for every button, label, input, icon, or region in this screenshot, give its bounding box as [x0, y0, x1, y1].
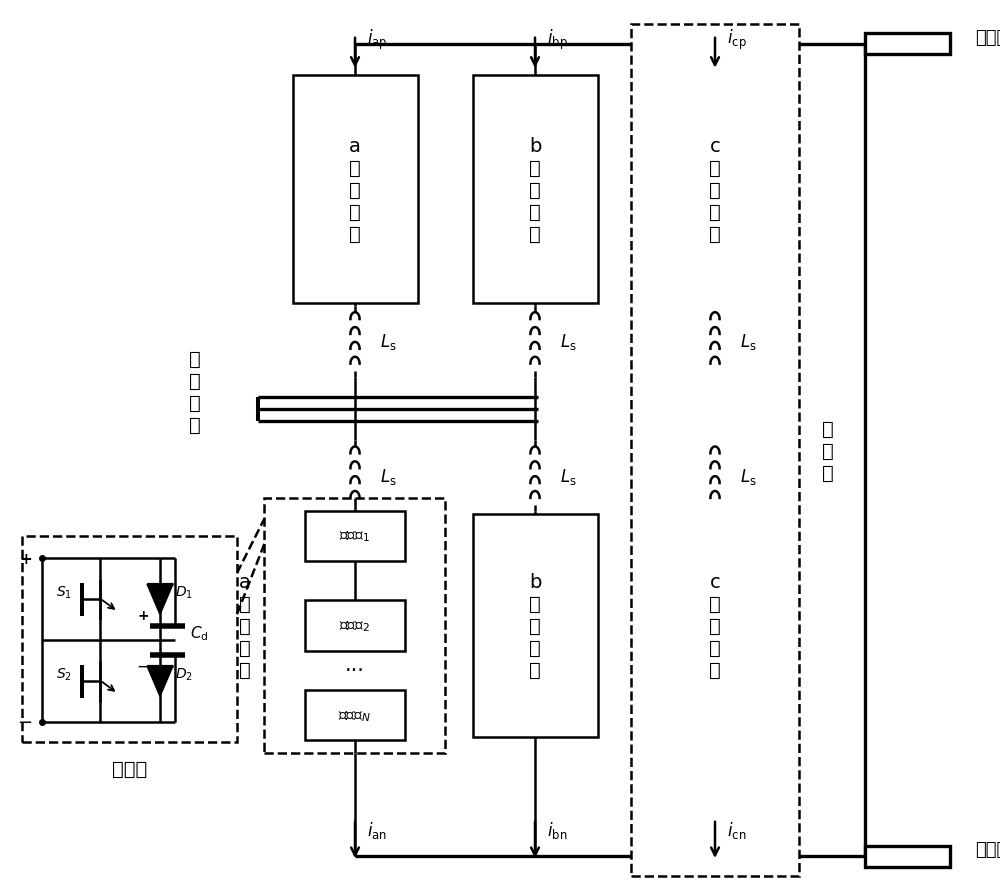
Text: 直流正极: 直流正极: [975, 29, 1000, 46]
Text: 子模块$_N$: 子模块$_N$: [338, 708, 372, 722]
Text: 子模块$_2$: 子模块$_2$: [339, 619, 371, 633]
Text: $i_{\rm cp}$: $i_{\rm cp}$: [727, 28, 747, 53]
Text: $L_{\rm s}$: $L_{\rm s}$: [380, 332, 397, 352]
Text: a
相
下
桥
臂: a 相 下 桥 臂: [239, 572, 250, 679]
Text: +: +: [137, 609, 149, 622]
Text: $C_{\rm d}$: $C_{\rm d}$: [190, 624, 209, 643]
Bar: [305, 690, 405, 740]
Text: $i_{\rm bp}$: $i_{\rm bp}$: [547, 28, 568, 53]
Bar: [473, 76, 598, 304]
Text: a
相
上
桥
臂: a 相 上 桥 臂: [349, 137, 361, 243]
Text: 子模块: 子模块: [112, 759, 147, 779]
Bar: [865, 846, 950, 867]
Bar: [652, 76, 778, 304]
Text: $i_{\rm cn}$: $i_{\rm cn}$: [727, 819, 746, 840]
Bar: [652, 514, 778, 738]
Text: ···: ···: [345, 661, 365, 680]
Text: 相
单
元: 相 单 元: [822, 419, 833, 482]
Text: $i_{\rm ap}$: $i_{\rm ap}$: [367, 28, 387, 53]
Text: $L_{\rm s}$: $L_{\rm s}$: [740, 466, 757, 486]
Text: $D_2$: $D_2$: [175, 666, 193, 682]
Text: $L_{\rm s}$: $L_{\rm s}$: [560, 332, 577, 352]
Text: $i_{\rm bn}$: $i_{\rm bn}$: [547, 819, 567, 840]
Bar: [22, 536, 237, 742]
Text: $S_1$: $S_1$: [56, 585, 72, 601]
Text: $L_{\rm s}$: $L_{\rm s}$: [560, 466, 577, 486]
Text: −: −: [136, 656, 150, 675]
Text: b
相
下
桥
臂: b 相 下 桥 臂: [529, 572, 541, 679]
Bar: [305, 601, 405, 651]
Text: c
相
下
桥
臂: c 相 下 桥 臂: [709, 572, 721, 679]
Text: $L_{\rm s}$: $L_{\rm s}$: [380, 466, 397, 486]
Bar: [631, 25, 799, 876]
Bar: [264, 498, 445, 754]
Text: 子模块$_1$: 子模块$_1$: [339, 529, 371, 544]
Bar: [865, 34, 950, 55]
Text: $i_{\rm an}$: $i_{\rm an}$: [367, 819, 387, 840]
Text: 交
流
系
统: 交 流 系 统: [189, 350, 201, 434]
Text: b
相
上
桥
臂: b 相 上 桥 臂: [529, 137, 541, 243]
Polygon shape: [147, 585, 173, 615]
Bar: [292, 76, 418, 304]
Text: $D_1$: $D_1$: [175, 585, 193, 601]
Bar: [305, 511, 405, 561]
Bar: [473, 514, 598, 738]
Text: −: −: [17, 713, 32, 731]
Polygon shape: [147, 666, 173, 696]
Text: c
相
上
桥
臂: c 相 上 桥 臂: [709, 137, 721, 243]
Text: +: +: [19, 552, 32, 566]
Text: $S_2$: $S_2$: [56, 666, 72, 682]
Text: 直流负极: 直流负极: [975, 840, 1000, 858]
Text: $L_{\rm s}$: $L_{\rm s}$: [740, 332, 757, 352]
